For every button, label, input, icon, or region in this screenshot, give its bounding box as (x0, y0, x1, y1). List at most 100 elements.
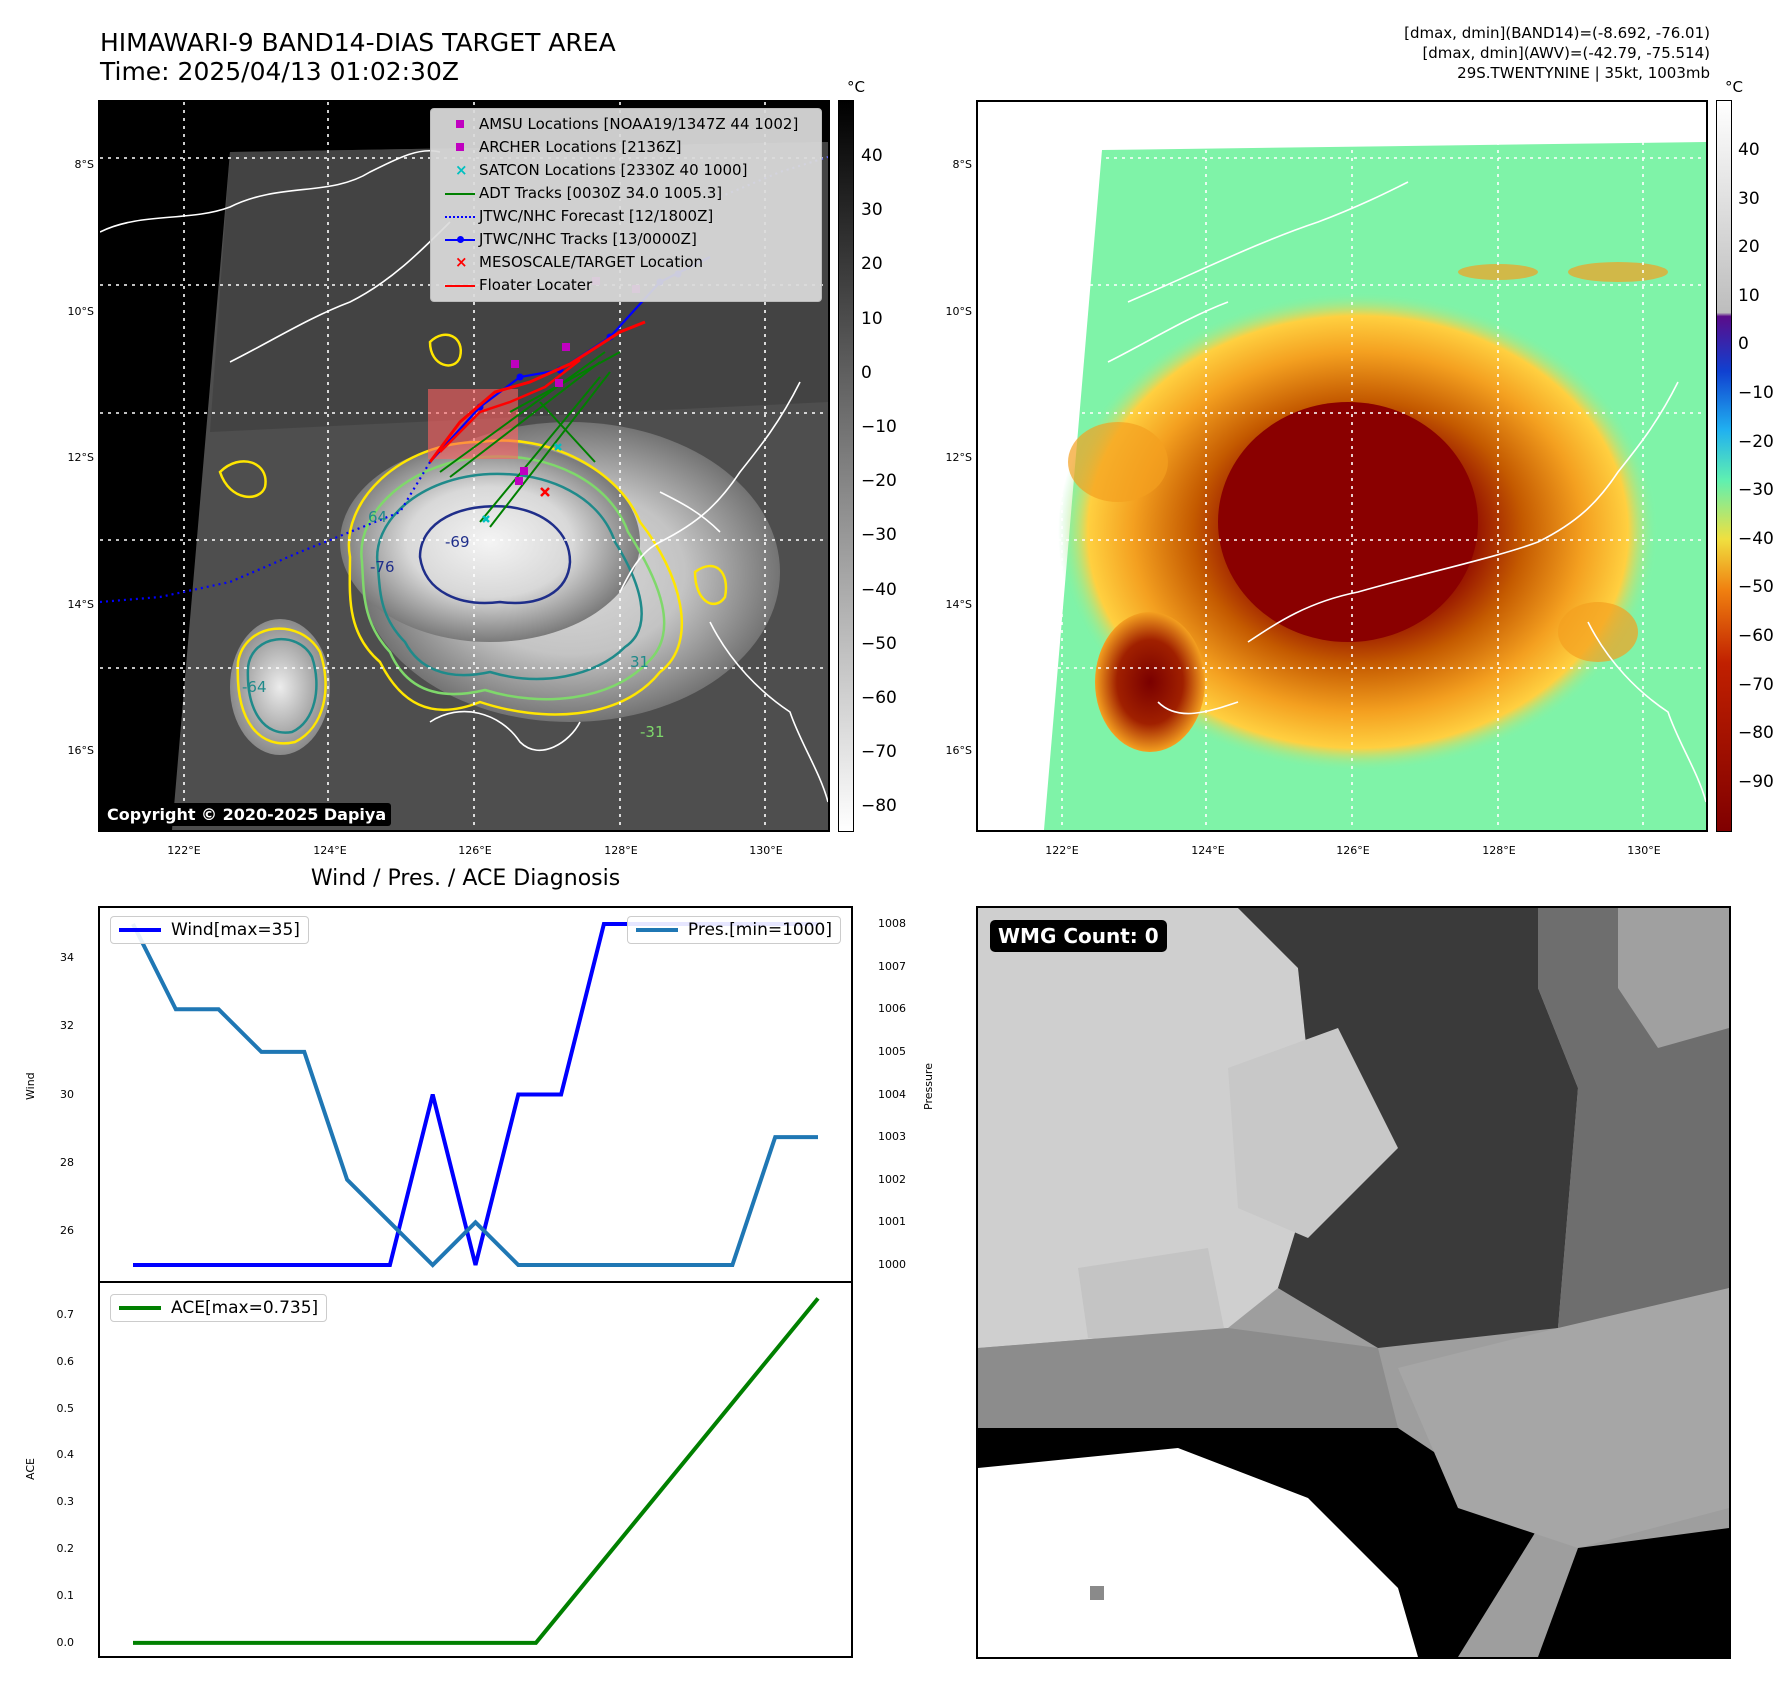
lat-label: 12°S (67, 451, 94, 464)
svg-text:31: 31 (630, 653, 649, 671)
colorbar-tick-label: 20 (1738, 237, 1760, 258)
colorbar-tick-label: 0 (1738, 334, 1749, 355)
lat-label: 14°S (945, 598, 972, 611)
wmg-region-dark (1238, 908, 1578, 1348)
colorbar-tick-label: 30 (861, 200, 883, 221)
colorbar-tick-label: 20 (861, 254, 883, 275)
adt-tracks (439, 351, 621, 528)
pres-tick-label: 1000 (878, 1257, 906, 1271)
pres-series-line (131, 923, 818, 1268)
square-marker-icon (441, 136, 479, 159)
square-marker-icon (441, 113, 479, 136)
colorbar-left-unit: °C (847, 78, 865, 96)
contour-labels: 64 31 -76 -69 -64 -31 (242, 508, 665, 741)
ace-tick-label: 0.2 (56, 1542, 75, 1556)
dotted-line-icon (441, 205, 479, 228)
lon-label: 122°E (1045, 844, 1079, 857)
line-marker-icon (441, 182, 479, 205)
lat-label: 10°S (67, 305, 94, 318)
awv-map (978, 102, 1706, 830)
svg-text:-64: -64 (242, 678, 267, 696)
colorbar-tick-label: −20 (1738, 431, 1774, 452)
wind-line-icon (119, 928, 161, 932)
lat-label: 16°S (945, 744, 972, 757)
svg-text:64: 64 (368, 508, 387, 526)
wind-tick-label: 30 (60, 1087, 74, 1101)
wind-series-line (133, 922, 818, 1267)
pres-line-icon (635, 928, 678, 932)
colorbar-tick-label: −60 (861, 688, 897, 708)
lat-label: 14°S (67, 598, 94, 611)
colorbar-tick-label: −40 (1738, 528, 1774, 549)
lon-label: 124°E (1191, 844, 1225, 857)
lon-label: 126°E (1336, 844, 1370, 857)
ace-tick-label: 0.1 (56, 1589, 75, 1603)
ace-tick-label: 0.7 (56, 1307, 75, 1321)
dot-line-icon (441, 228, 479, 251)
colorbar-tick-label: 30 (1738, 188, 1760, 209)
pres-tick-label: 1008 (878, 917, 906, 931)
wmg-panel[interactable]: WMG Count: 0 (976, 906, 1731, 1659)
pres-tick-label: 1003 (878, 1130, 906, 1144)
pres-tick-label: 1006 (878, 1002, 906, 1016)
colorbar-tick-label: −90 (1738, 771, 1774, 792)
colorbar-left (838, 100, 854, 832)
colorbar-tick-label: −30 (861, 525, 897, 546)
colorbar-tick-label: −80 (1738, 723, 1774, 744)
pres-tick-label: 1007 (878, 959, 906, 973)
colorbar-tick-label: −70 (861, 742, 897, 763)
line-marker-icon (441, 274, 479, 297)
pres-tick-label: 1004 (878, 1087, 906, 1101)
legend-target: × MESOSCALE/TARGET Location (441, 251, 813, 274)
coastlines (100, 149, 828, 803)
colorbar-tick-label: −30 (1738, 480, 1774, 501)
svg-text:-76: -76 (370, 558, 395, 576)
pres-tick-label: 1001 (878, 1215, 906, 1229)
wind-axes-frame (98, 906, 853, 1283)
wmg-image (978, 908, 1729, 1657)
colorbar-tick-label: −50 (861, 633, 897, 654)
colorbar-tick-label: −80 (861, 796, 897, 817)
x-marker-icon: × (455, 253, 468, 271)
pres-tick-label: 1005 (878, 1044, 906, 1058)
colorbar-tick-label: 10 (861, 308, 883, 329)
ace-tick-label: 0.6 (56, 1354, 75, 1368)
awv-secondary (1095, 612, 1205, 752)
colorbar-tick-label: 40 (1738, 140, 1760, 160)
lat-label: 16°S (67, 744, 94, 757)
colorbar-tick-label: −60 (1738, 626, 1774, 646)
pres-ylabel: Pressure (922, 1063, 935, 1110)
pres-tick-label: 1002 (878, 1172, 906, 1186)
colorbar-right (1716, 100, 1732, 832)
diag-chart-area[interactable]: Wind[max=35] Pres.[min=1000] ACE[max=0.7… (98, 906, 853, 1659)
colorbar-tick-label: −70 (1738, 674, 1774, 695)
wind-tick-label: 32 (60, 1019, 74, 1033)
legend-forecast: JTWC/NHC Forecast [12/1800Z] (441, 205, 813, 228)
awv-grid (978, 102, 1706, 830)
colorbar-tick-label: −50 (1738, 577, 1774, 598)
floater-track (428, 320, 646, 463)
diag-title: Wind / Pres. / ACE Diagnosis (310, 866, 621, 891)
wmg-region-white (978, 1448, 1418, 1657)
forecast-track (100, 461, 431, 604)
awv-core (1218, 402, 1478, 642)
wind-legend: Wind[max=35] (110, 916, 309, 944)
ace-line-icon (119, 1306, 161, 1310)
figure-time: Time: 2025/04/13 01:02:30Z (100, 57, 459, 86)
lon-label: 130°E (749, 844, 783, 857)
colorbar-right-unit: °C (1725, 78, 1743, 96)
info-storm: 29S.TWENTYNINE | 35kt, 1003mb (1457, 64, 1710, 82)
colorbar-tick-label: −20 (861, 471, 897, 492)
lat-label: 12°S (945, 451, 972, 464)
ir-map-panel[interactable]: 64 31 -76 -69 -64 -31 AMSU Locations [NO… (98, 100, 830, 832)
ace-tick-label: 0.5 (56, 1401, 75, 1415)
lon-label: 128°E (1482, 844, 1516, 857)
legend-amsu: AMSU Locations [NOAA19/1347Z 44 1002] (441, 113, 813, 136)
wind-ylabel: Wind (24, 1072, 37, 1100)
awv-map-panel[interactable] (976, 100, 1708, 832)
colorbar-tick-label: −10 (1738, 383, 1774, 403)
colorbar-tick-label: 10 (1738, 285, 1760, 306)
ir-map: 64 31 -76 -69 -64 -31 (100, 102, 828, 830)
diag-chart (98, 906, 853, 1658)
wind-tick-label: 26 (60, 1223, 74, 1237)
